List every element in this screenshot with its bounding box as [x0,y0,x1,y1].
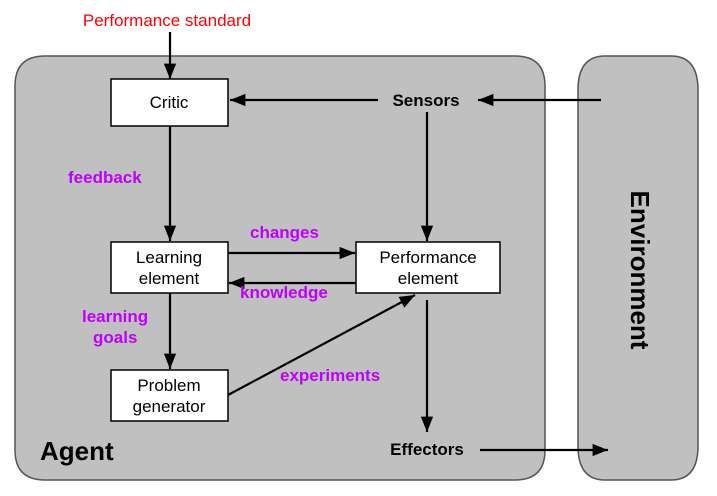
environment-container [577,55,699,481]
sensors-label: Sensors [392,91,459,110]
svg-text:Problem: Problem [137,376,200,395]
svg-text:element: element [139,269,200,288]
learning-goals-label-1: learning [82,307,148,326]
svg-text:generator: generator [133,397,206,416]
experiments-label: experiments [280,366,380,385]
environment-label: Environment [625,191,655,350]
learning-element-node: Learning element [110,241,229,294]
critic-node: Critic [110,78,229,127]
performance-element-node: Performance element [355,241,501,294]
knowledge-label: knowledge [240,283,328,302]
svg-text:Learning: Learning [136,248,202,267]
svg-text:element: element [398,269,459,288]
feedback-label: feedback [68,168,142,187]
agent-label: Agent [40,436,114,466]
experiments-arrow [227,294,416,396]
svg-text:Critic: Critic [150,93,189,112]
performance-standard-label: Performance standard [83,11,251,30]
svg-text:Performance: Performance [379,248,476,267]
effectors-label: Effectors [390,440,464,459]
problem-generator-node: Problem generator [110,369,229,422]
learning-goals-label-2: goals [93,328,137,347]
changes-label: changes [250,223,319,242]
